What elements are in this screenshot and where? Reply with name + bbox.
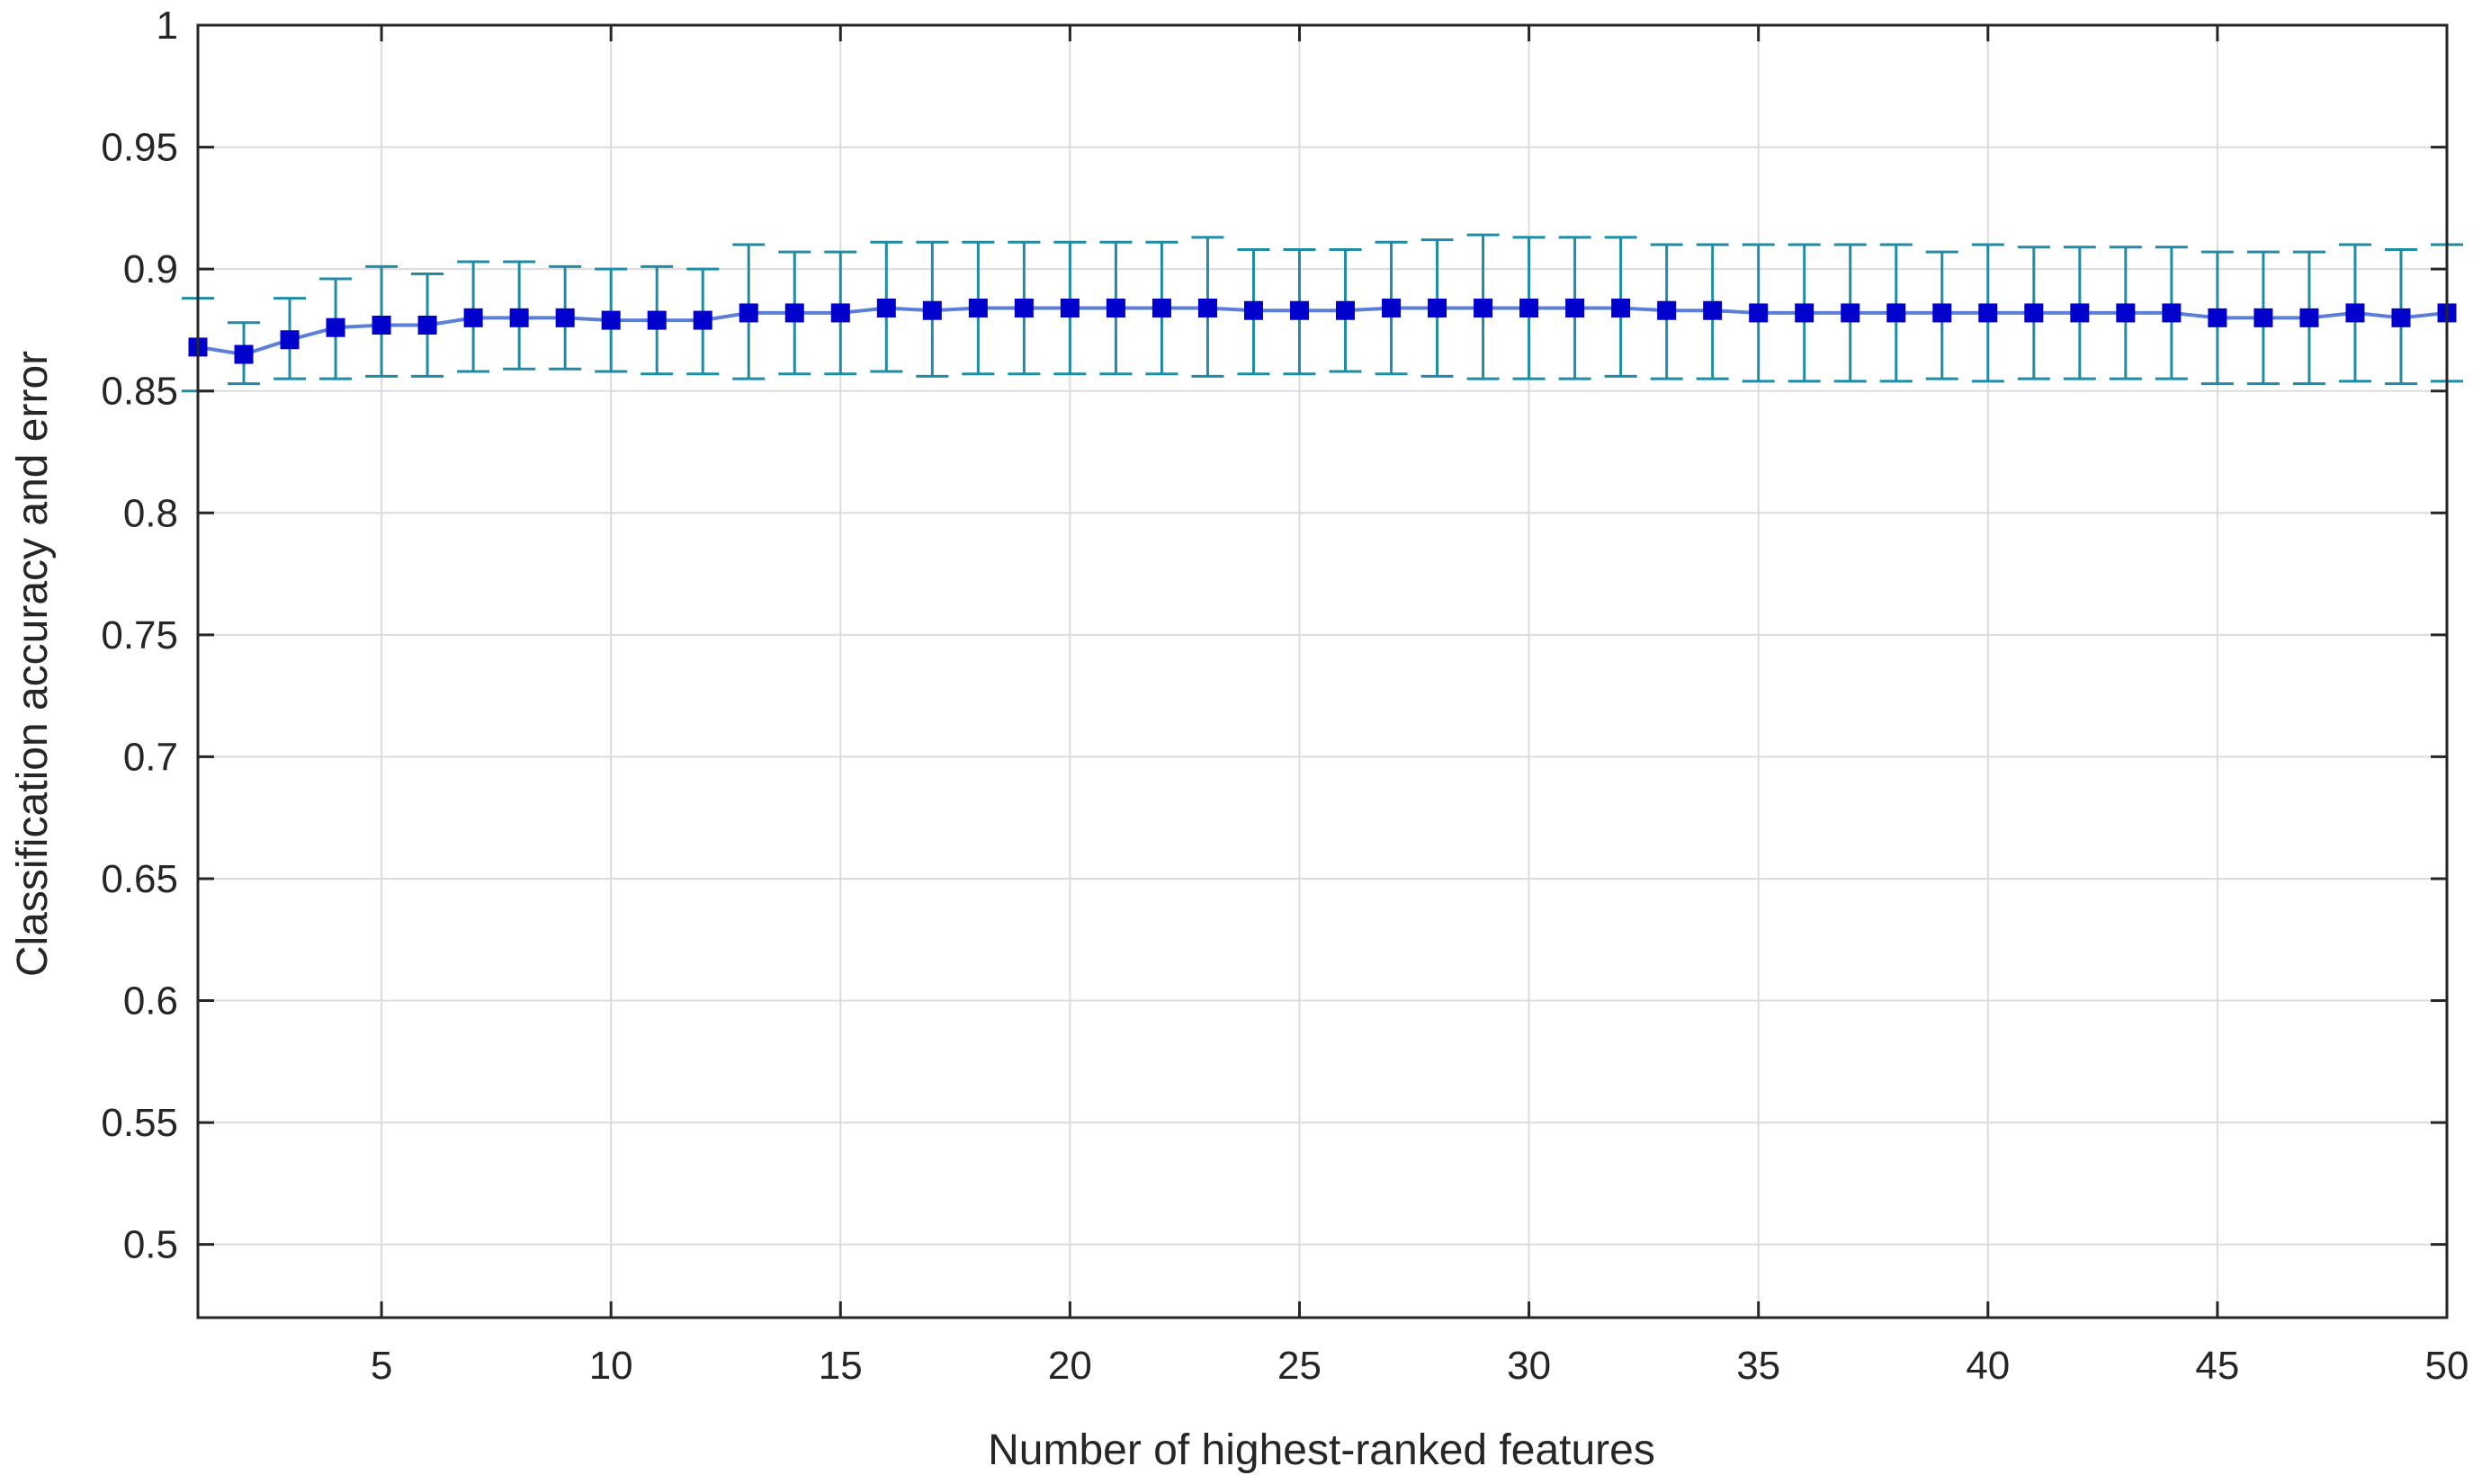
y-tick-label: 1 [157, 4, 178, 48]
y-tick-label: 0.75 [101, 613, 178, 657]
data-point [417, 315, 437, 335]
x-tick-label: 35 [1736, 1344, 1780, 1388]
data-point [2299, 308, 2319, 327]
data-point [1474, 299, 1493, 318]
x-tick-label: 45 [2195, 1344, 2239, 1388]
data-point [1243, 300, 1263, 320]
data-point [922, 300, 942, 320]
data-point [1060, 299, 1080, 318]
plot-background [198, 25, 2447, 1318]
data-point [876, 299, 896, 318]
x-tick-label: 15 [819, 1344, 863, 1388]
data-markers [188, 299, 2457, 364]
data-point [2254, 308, 2273, 327]
data-point [784, 303, 804, 323]
data-point [647, 310, 667, 330]
y-tick-label: 0.85 [101, 370, 178, 414]
y-tick-label: 0.65 [101, 857, 178, 901]
data-point [1703, 300, 1723, 320]
data-point [2116, 303, 2136, 323]
x-tick-label: 40 [1966, 1344, 2010, 1388]
data-point [1841, 303, 1860, 323]
y-tick-label: 0.7 [123, 735, 178, 779]
x-tick-label: 10 [589, 1344, 633, 1388]
x-tick-label: 50 [2425, 1344, 2469, 1388]
plot-frame [196, 23, 2449, 1319]
data-point [372, 315, 391, 335]
grid [198, 24, 2448, 1318]
data-point [968, 299, 988, 318]
data-point [1565, 299, 1585, 318]
axes [196, 23, 2449, 1319]
y-tick-label: 0.8 [123, 491, 178, 535]
data-point [509, 308, 529, 327]
data-point [1657, 300, 1677, 320]
data-point [1014, 299, 1034, 318]
x-tick-label: 20 [1048, 1344, 1092, 1388]
data-point [2208, 308, 2227, 327]
data-point [1749, 303, 1769, 323]
data-point [2070, 303, 2090, 323]
data-point [1382, 299, 1402, 318]
y-tick-labels: 0.5 0.55 0.6 0.65 0.7 0.75 0.8 0.85 0.9 0.95 1 [101, 4, 178, 1267]
data-point [2162, 303, 2182, 323]
data-point [280, 330, 300, 350]
data-point [555, 308, 575, 327]
data-point [1289, 300, 1309, 320]
data-point [2391, 308, 2411, 327]
data-point [1932, 303, 1952, 323]
data-point [1428, 299, 1447, 318]
data-point [2024, 303, 2044, 323]
x-tick-label: 25 [1277, 1344, 1322, 1388]
data-point [326, 317, 345, 337]
data-point [739, 303, 758, 323]
data-point [1886, 303, 1906, 323]
y-tick-label: 0.6 [123, 979, 178, 1024]
y-tick-label: 0.55 [101, 1101, 178, 1145]
data-point [234, 344, 254, 364]
data-point [1336, 300, 1356, 320]
x-axis-title: Number of highest-ranked features [988, 1426, 1655, 1474]
x-tick-label: 30 [1507, 1344, 1551, 1388]
data-point [693, 310, 712, 330]
y-axis-title: Classification accuracy and error [9, 351, 57, 977]
data-point [1519, 299, 1539, 318]
data-point [1611, 299, 1631, 318]
y-tick-label: 0.95 [101, 126, 178, 170]
data-point [1106, 299, 1125, 318]
data-point [601, 310, 621, 330]
y-tick-label: 0.9 [123, 247, 178, 291]
data-point [1795, 303, 1814, 323]
x-tick-labels: 5 10 15 20 25 30 35 40 45 50 [371, 1344, 2469, 1388]
data-point [830, 303, 850, 323]
y-tick-label: 0.5 [123, 1223, 178, 1267]
data-point [1151, 299, 1171, 318]
data-point [2345, 303, 2365, 323]
data-point [1197, 299, 1217, 318]
x-tick-label: 5 [371, 1344, 392, 1388]
data-point [1978, 303, 1998, 323]
data-point [463, 308, 483, 327]
